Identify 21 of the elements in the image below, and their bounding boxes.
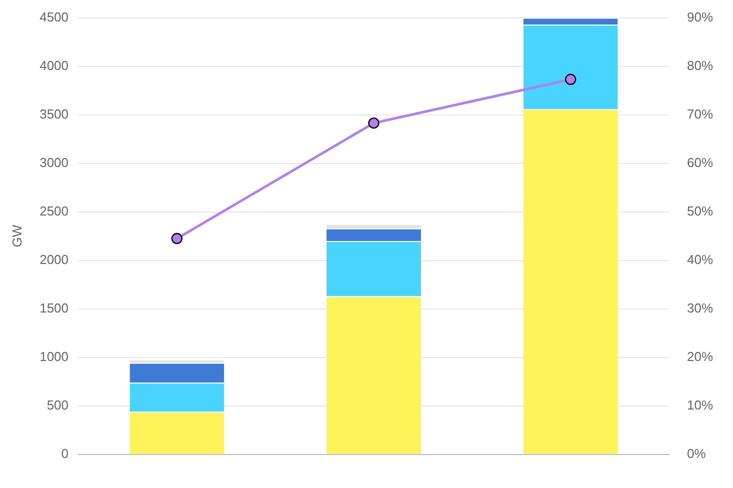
y2-tick-label: 30%: [686, 300, 714, 316]
y-tick-label: 2000: [40, 252, 69, 267]
y-tick-label: 0: [61, 446, 69, 461]
y-tick-label: 500: [46, 397, 69, 412]
y-tick-label: 4000: [40, 58, 69, 73]
y-tick-label: 3000: [40, 154, 69, 170]
y-tick-label: 1500: [40, 300, 69, 316]
y2-tick-label: 90%: [686, 9, 714, 24]
y2-tick-label: 20%: [686, 348, 714, 364]
y2-tick-label: 50%: [686, 203, 714, 218]
y2-tick-label: 80%: [686, 58, 714, 73]
y2-tick-label: 10%: [686, 397, 714, 412]
y2-tick-label: 70%: [686, 106, 714, 122]
y-tick-label: 1000: [40, 348, 69, 364]
y-tick-label: 4500: [40, 9, 69, 24]
y2-tick-label: 40%: [686, 252, 714, 267]
y2-tick-label: 0%: [686, 446, 706, 461]
y2-tick-label: 60%: [686, 154, 714, 170]
y-axis-title: GW: [9, 224, 24, 248]
y-tick-label: 3500: [40, 106, 69, 122]
y-tick-label: 2500: [40, 203, 69, 218]
